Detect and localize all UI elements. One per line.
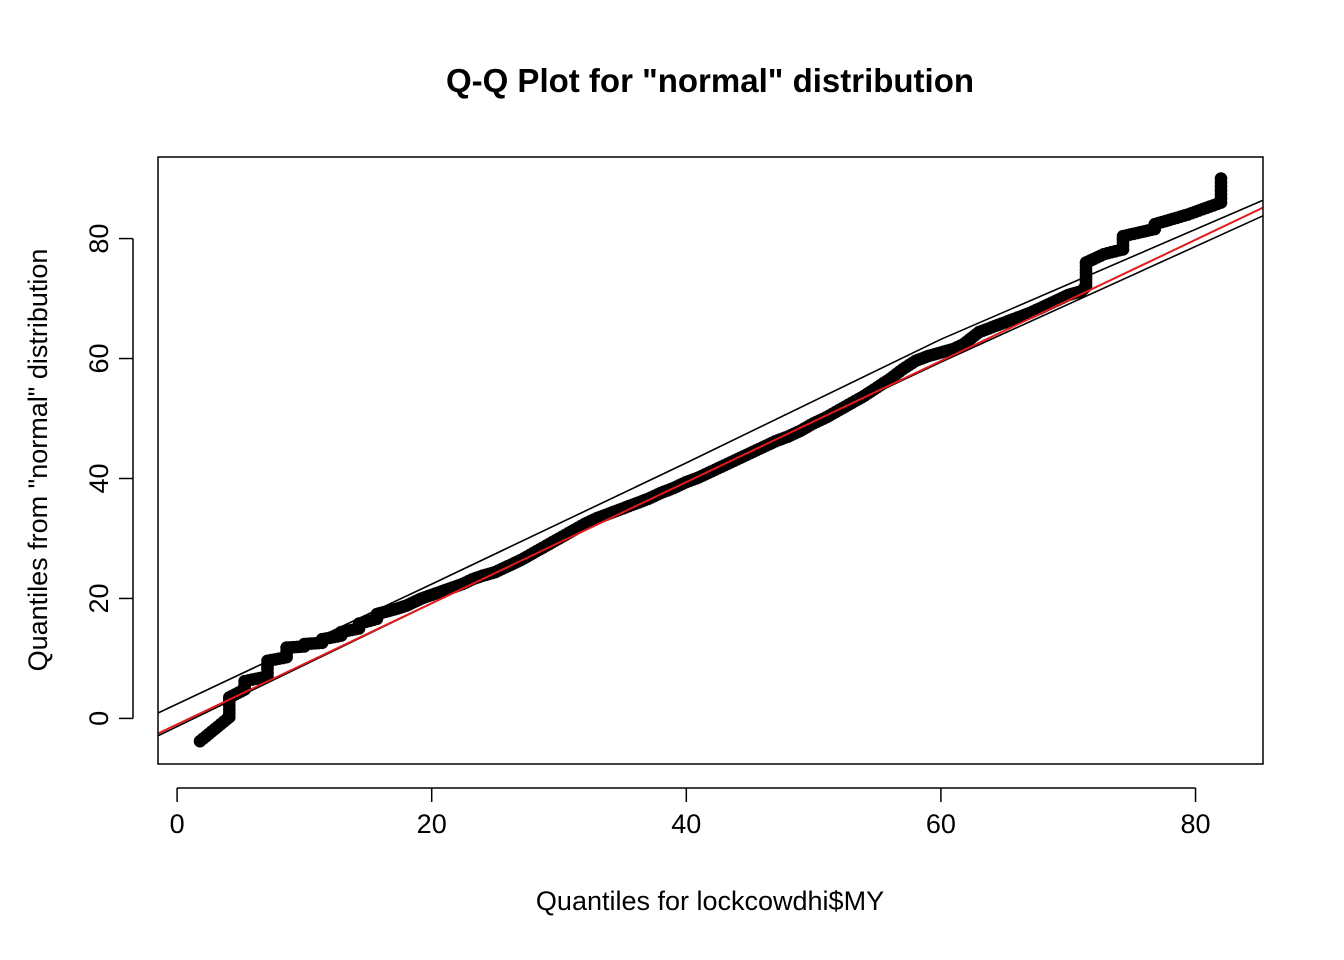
x-tick-label: 0 bbox=[170, 809, 185, 839]
x-tick-label: 20 bbox=[417, 809, 447, 839]
y-axis-label: Quantiles from "normal" distribution bbox=[23, 249, 53, 672]
x-axis: 0 20 40 60 80 bbox=[170, 787, 1211, 839]
x-axis-label: Quantiles for lockcowdhi$MY bbox=[536, 886, 884, 916]
plot-frame bbox=[157, 156, 1264, 765]
y-axis: 0 20 40 60 80 bbox=[84, 224, 134, 726]
y-tick-label: 80 bbox=[84, 224, 114, 254]
x-tick-label: 60 bbox=[926, 809, 956, 839]
x-tick-label: 80 bbox=[1181, 809, 1211, 839]
y-tick-label: 60 bbox=[84, 343, 114, 373]
fit-line bbox=[158, 206, 1263, 735]
y-tick-label: 0 bbox=[84, 711, 114, 726]
x-tick-label: 40 bbox=[671, 809, 701, 839]
fit-line-layer bbox=[158, 206, 1263, 735]
data-point bbox=[1214, 172, 1228, 185]
y-tick-label: 40 bbox=[84, 463, 114, 493]
y-tick-label: 20 bbox=[84, 583, 114, 613]
chart-title: Q-Q Plot for "normal" distribution bbox=[446, 62, 974, 99]
